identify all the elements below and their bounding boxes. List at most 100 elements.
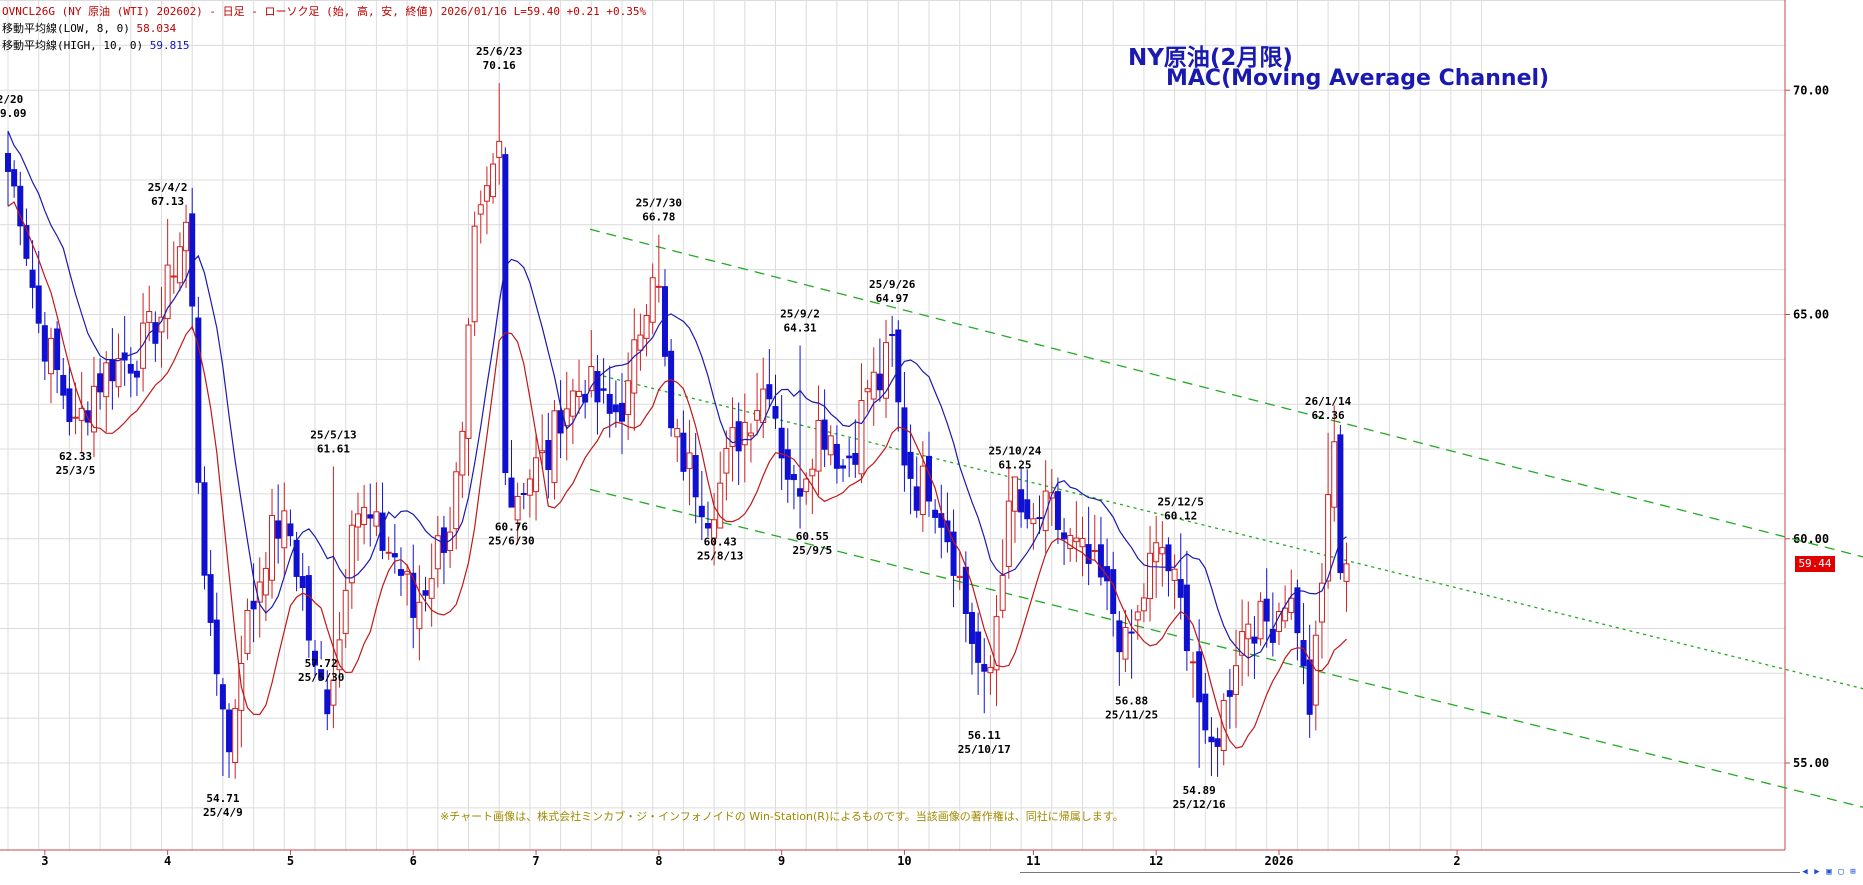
scroll-left-icon[interactable]: ◀ bbox=[1802, 867, 1808, 877]
candle-body bbox=[864, 388, 871, 393]
candle-body bbox=[1257, 600, 1264, 640]
trough-date-label: 25/11/25 bbox=[1105, 709, 1158, 722]
candle-body bbox=[434, 535, 441, 570]
peak-date-label: 25/10/24 bbox=[988, 445, 1041, 458]
candle-body bbox=[1208, 736, 1215, 743]
ma-low-label: 移動平均線(LOW, 8, 0) bbox=[2, 22, 130, 35]
candle-body bbox=[846, 455, 853, 459]
candle-body bbox=[1091, 549, 1098, 552]
candle-body bbox=[711, 519, 718, 539]
candle-body bbox=[741, 421, 748, 446]
candle-body bbox=[97, 373, 104, 393]
candle-body bbox=[367, 514, 374, 519]
candle-body bbox=[698, 505, 705, 518]
trough-price-label: 56.88 bbox=[1115, 695, 1148, 708]
candle-body bbox=[1005, 500, 1012, 567]
channel-line bbox=[589, 372, 1863, 690]
candle-body bbox=[1134, 611, 1141, 621]
candle-body bbox=[1153, 542, 1160, 563]
candle-body bbox=[1073, 537, 1080, 543]
candle-body bbox=[655, 285, 662, 288]
candle-body bbox=[668, 350, 675, 429]
candle-body bbox=[735, 421, 742, 452]
x-tick-label: 2026 bbox=[1265, 854, 1294, 868]
candle-body bbox=[576, 390, 583, 397]
candle-body bbox=[643, 315, 650, 339]
peak-price-label: 61.61 bbox=[317, 443, 350, 456]
candle-body bbox=[981, 663, 988, 672]
trough-date-label: 25/9/5 bbox=[792, 544, 832, 557]
candle-body bbox=[502, 154, 509, 474]
candle-body bbox=[637, 334, 644, 351]
candle-body bbox=[625, 380, 632, 416]
candle-body bbox=[956, 575, 963, 579]
trough-date-label: 25/12/16 bbox=[1173, 798, 1226, 811]
candle-body bbox=[404, 570, 411, 575]
candle-body bbox=[287, 523, 294, 537]
candle-body bbox=[1294, 587, 1301, 634]
channel-line bbox=[589, 228, 1863, 558]
candle-body bbox=[1239, 631, 1246, 656]
candle-body bbox=[686, 452, 693, 470]
ma-low-value: 58.034 bbox=[136, 22, 177, 35]
candle-body bbox=[704, 523, 711, 529]
candle-body bbox=[1122, 627, 1129, 660]
trough-price-label: 54.71 bbox=[206, 792, 239, 805]
x-tick-label: 12 bbox=[1149, 854, 1163, 868]
candle-body bbox=[440, 527, 447, 553]
candle-body bbox=[5, 153, 11, 172]
x-tick-label: 7 bbox=[532, 854, 539, 868]
candle-body bbox=[790, 474, 797, 481]
candle-body bbox=[569, 390, 576, 417]
candle-body bbox=[312, 650, 318, 666]
candle-body bbox=[889, 333, 896, 336]
horizontal-scrollbar[interactable] bbox=[1020, 872, 1800, 873]
y-tick-label: 65.00 bbox=[1793, 308, 1829, 322]
candle-body bbox=[999, 574, 1006, 611]
candle-body bbox=[1331, 441, 1338, 508]
peak-price-label: 64.31 bbox=[783, 321, 816, 334]
candle-body bbox=[127, 363, 134, 374]
candle-body bbox=[23, 225, 30, 259]
zoom-out-icon[interactable]: ▢ bbox=[1838, 867, 1844, 877]
zoom-in-icon[interactable]: ▣ bbox=[1826, 867, 1832, 877]
candle-body bbox=[1263, 598, 1270, 622]
candle-body bbox=[1318, 582, 1325, 623]
peak-price-label: 64.97 bbox=[876, 292, 909, 305]
channel-line bbox=[589, 488, 1863, 808]
candle-body bbox=[852, 453, 859, 465]
candle-body bbox=[324, 689, 331, 715]
candle-body bbox=[483, 185, 490, 202]
candle-body bbox=[545, 439, 552, 471]
candle-body bbox=[459, 430, 466, 476]
candle-body bbox=[723, 447, 730, 474]
peak-date-label: 25/9/2 bbox=[780, 307, 820, 320]
candle-body bbox=[244, 610, 251, 654]
candle-body bbox=[619, 402, 625, 422]
scroll-right-icon[interactable]: ▶ bbox=[1814, 867, 1820, 877]
candle-body bbox=[109, 359, 116, 382]
candle-body bbox=[1036, 517, 1043, 520]
candle-body bbox=[606, 393, 613, 414]
candle-body bbox=[471, 225, 478, 323]
trough-price-label: 60.55 bbox=[796, 530, 829, 543]
resize-icon[interactable]: ⊞ bbox=[1850, 867, 1856, 877]
candle-body bbox=[1061, 532, 1068, 540]
candle-body bbox=[90, 385, 97, 433]
peak-price-label: 69.09 bbox=[0, 107, 27, 120]
candle-body bbox=[262, 567, 269, 596]
candle-body bbox=[674, 428, 681, 438]
candle-body bbox=[913, 486, 920, 511]
candle-body bbox=[932, 509, 939, 518]
peak-date-label: 25/4/2 bbox=[148, 181, 188, 194]
candle-body bbox=[612, 404, 619, 413]
candle-body bbox=[115, 358, 122, 388]
candle-body bbox=[747, 432, 754, 437]
candle-body bbox=[410, 572, 417, 618]
candle-body bbox=[60, 374, 67, 396]
candle-body bbox=[17, 185, 24, 227]
candle-body bbox=[158, 316, 165, 333]
candle-body bbox=[66, 388, 73, 423]
candle-body bbox=[416, 601, 423, 630]
candle-body bbox=[299, 576, 306, 588]
